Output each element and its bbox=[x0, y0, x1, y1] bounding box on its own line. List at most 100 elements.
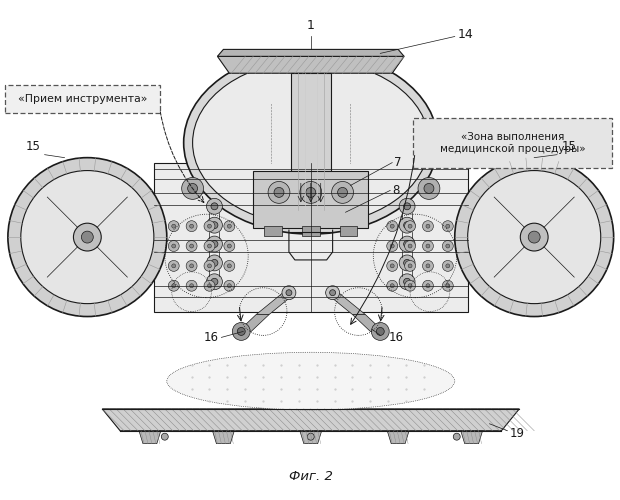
Circle shape bbox=[206, 198, 223, 214]
FancyBboxPatch shape bbox=[5, 85, 160, 113]
Circle shape bbox=[387, 260, 397, 272]
Circle shape bbox=[390, 224, 394, 228]
Circle shape bbox=[308, 433, 314, 440]
Circle shape bbox=[211, 222, 218, 228]
Polygon shape bbox=[213, 430, 234, 444]
Circle shape bbox=[204, 280, 215, 291]
Circle shape bbox=[172, 244, 175, 248]
Text: 1: 1 bbox=[307, 18, 315, 32]
Polygon shape bbox=[326, 292, 365, 314]
Circle shape bbox=[453, 433, 460, 440]
Circle shape bbox=[426, 224, 430, 228]
Circle shape bbox=[211, 260, 218, 266]
Circle shape bbox=[168, 240, 179, 252]
Circle shape bbox=[408, 244, 412, 248]
Circle shape bbox=[204, 240, 215, 252]
Circle shape bbox=[387, 220, 397, 232]
Circle shape bbox=[224, 220, 235, 232]
Circle shape bbox=[408, 284, 412, 288]
Polygon shape bbox=[340, 226, 358, 236]
Circle shape bbox=[172, 264, 175, 268]
Circle shape bbox=[426, 284, 430, 288]
Circle shape bbox=[306, 188, 316, 198]
Text: 15: 15 bbox=[562, 140, 577, 152]
Circle shape bbox=[208, 244, 211, 248]
Circle shape bbox=[208, 284, 211, 288]
Circle shape bbox=[405, 280, 415, 291]
Circle shape bbox=[190, 284, 193, 288]
Polygon shape bbox=[291, 73, 330, 210]
Circle shape bbox=[446, 264, 450, 268]
Polygon shape bbox=[139, 430, 161, 444]
Circle shape bbox=[399, 198, 415, 214]
Circle shape bbox=[228, 224, 231, 228]
Circle shape bbox=[172, 224, 175, 228]
Text: 16: 16 bbox=[388, 331, 403, 344]
Circle shape bbox=[286, 290, 292, 296]
Circle shape bbox=[206, 255, 223, 271]
Circle shape bbox=[405, 220, 415, 232]
Text: 15: 15 bbox=[25, 140, 40, 152]
Circle shape bbox=[330, 290, 335, 296]
Circle shape bbox=[404, 222, 410, 228]
Circle shape bbox=[190, 224, 193, 228]
Circle shape bbox=[228, 264, 231, 268]
Circle shape bbox=[224, 260, 235, 272]
Polygon shape bbox=[353, 314, 383, 332]
Circle shape bbox=[422, 220, 433, 232]
Circle shape bbox=[528, 231, 540, 243]
Circle shape bbox=[211, 278, 218, 285]
Polygon shape bbox=[238, 314, 269, 332]
Polygon shape bbox=[302, 226, 320, 236]
Circle shape bbox=[186, 280, 197, 291]
Circle shape bbox=[404, 240, 410, 248]
Circle shape bbox=[405, 240, 415, 252]
Circle shape bbox=[232, 322, 250, 340]
Circle shape bbox=[190, 264, 193, 268]
Circle shape bbox=[404, 278, 410, 285]
Circle shape bbox=[390, 264, 394, 268]
Circle shape bbox=[404, 203, 410, 210]
Circle shape bbox=[182, 178, 203, 200]
Circle shape bbox=[186, 220, 197, 232]
Circle shape bbox=[326, 286, 340, 300]
Text: 16: 16 bbox=[204, 331, 219, 344]
Text: «Зона выполнения
медицинской процедуры»: «Зона выполнения медицинской процедуры» bbox=[440, 132, 585, 154]
Circle shape bbox=[446, 224, 450, 228]
Circle shape bbox=[399, 255, 415, 271]
Circle shape bbox=[228, 244, 231, 248]
Circle shape bbox=[520, 223, 548, 251]
Circle shape bbox=[424, 184, 434, 194]
Circle shape bbox=[224, 240, 235, 252]
Circle shape bbox=[442, 220, 453, 232]
Circle shape bbox=[206, 274, 223, 289]
Circle shape bbox=[442, 280, 453, 291]
Circle shape bbox=[73, 223, 101, 251]
Circle shape bbox=[408, 264, 412, 268]
Circle shape bbox=[426, 244, 430, 248]
Circle shape bbox=[161, 433, 168, 440]
Polygon shape bbox=[102, 409, 520, 430]
Ellipse shape bbox=[167, 352, 454, 410]
Circle shape bbox=[268, 182, 290, 204]
Circle shape bbox=[21, 170, 154, 304]
Circle shape bbox=[399, 236, 415, 252]
Circle shape bbox=[446, 284, 450, 288]
Circle shape bbox=[168, 260, 179, 272]
Text: «Прием инструмента»: «Прием инструмента» bbox=[18, 94, 147, 104]
Circle shape bbox=[376, 328, 384, 336]
Polygon shape bbox=[300, 430, 322, 444]
Circle shape bbox=[208, 264, 211, 268]
Circle shape bbox=[426, 264, 430, 268]
Circle shape bbox=[467, 170, 601, 304]
Circle shape bbox=[337, 188, 348, 198]
Text: 14: 14 bbox=[458, 28, 474, 41]
Circle shape bbox=[211, 240, 218, 248]
Circle shape bbox=[190, 244, 193, 248]
Circle shape bbox=[274, 188, 284, 198]
Circle shape bbox=[208, 224, 211, 228]
Circle shape bbox=[390, 284, 394, 288]
Circle shape bbox=[399, 217, 415, 233]
Circle shape bbox=[204, 220, 215, 232]
Polygon shape bbox=[256, 292, 296, 314]
